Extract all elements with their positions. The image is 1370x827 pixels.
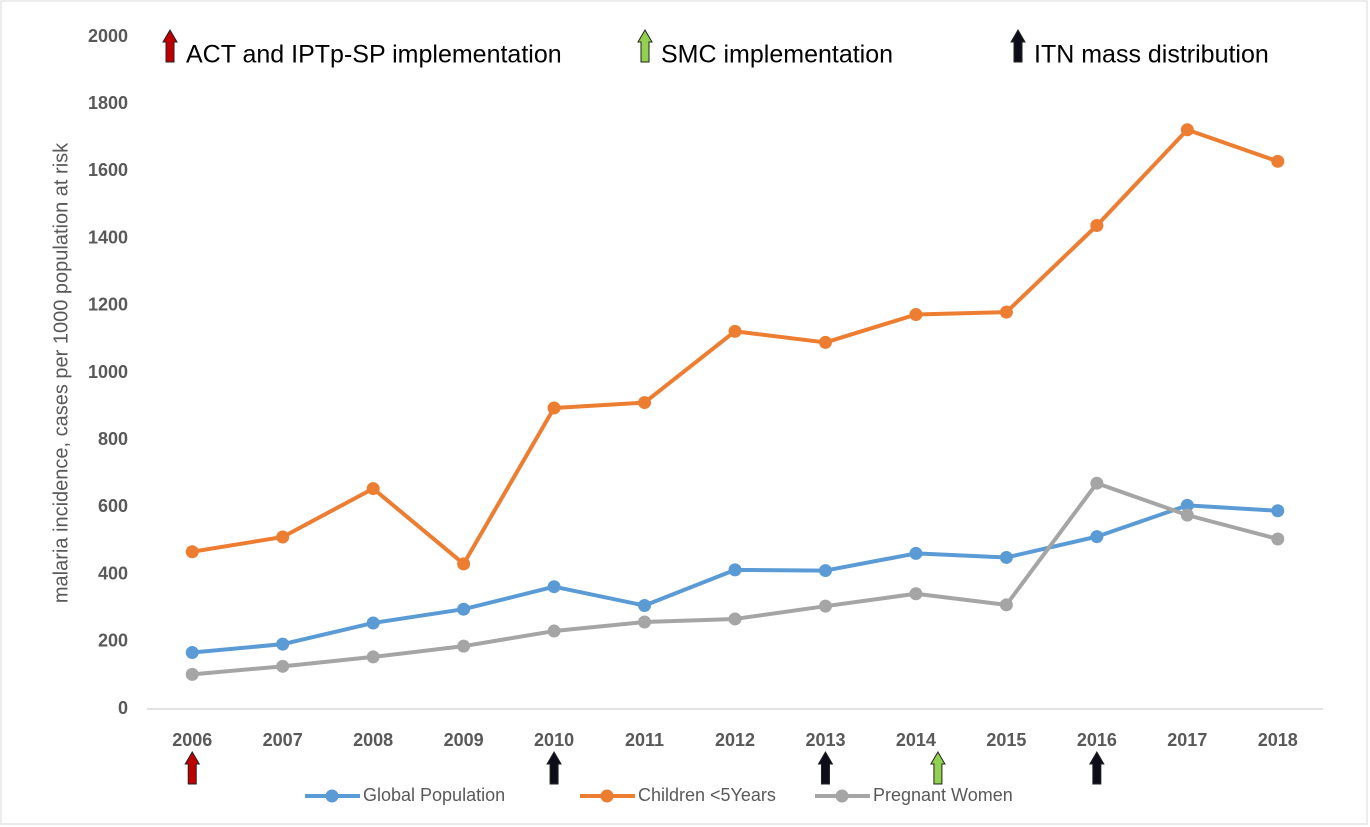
data-point: [276, 637, 290, 651]
data-point: [818, 335, 832, 349]
y-tick-label: 600: [98, 496, 128, 516]
intervention-arrow: [817, 751, 834, 785]
data-point: [1090, 218, 1104, 232]
data-point: [1271, 154, 1285, 168]
data-point: [1090, 530, 1104, 544]
y-axis-label: malaria incidence, cases per 1000 popula…: [50, 142, 72, 603]
data-point: [909, 546, 923, 560]
intervention-arrow: [1088, 751, 1105, 785]
y-tick-label: 200: [98, 631, 128, 651]
x-tick-label: 2010: [534, 730, 574, 750]
data-point: [638, 599, 652, 613]
y-tick-label: 1400: [88, 227, 128, 247]
x-tick-label: 2012: [715, 730, 755, 750]
intervention-arrow: [930, 751, 946, 785]
data-point: [1271, 532, 1285, 546]
data-point: [547, 624, 561, 638]
data-point: [457, 557, 471, 571]
data-point: [185, 545, 199, 559]
legend-label: Children <5Years: [638, 785, 776, 805]
data-point: [638, 615, 652, 629]
x-tick-label: 2015: [986, 730, 1026, 750]
data-point: [999, 598, 1013, 612]
x-tick-label: 2013: [805, 730, 845, 750]
y-tick-label: 1600: [88, 160, 128, 180]
x-tick-label: 2006: [172, 730, 212, 750]
y-tick-label: 1200: [88, 295, 128, 315]
y-tick-label: 0: [118, 698, 128, 718]
annotation-text: ACT and IPTp-SP implementation: [186, 41, 562, 69]
data-point: [366, 482, 380, 496]
legend-marker: [600, 789, 614, 803]
data-point: [999, 305, 1013, 319]
x-tick-label: 2008: [353, 730, 393, 750]
x-tick-label: 2017: [1167, 730, 1207, 750]
intervention-arrow: [546, 751, 562, 785]
data-point: [185, 646, 199, 660]
x-tick-label: 2009: [444, 730, 484, 750]
x-tick-label: 2018: [1258, 730, 1298, 750]
intervention-arrow: [162, 29, 178, 63]
data-point: [366, 650, 380, 664]
data-point: [728, 563, 742, 577]
data-point: [818, 564, 832, 578]
data-point: [457, 639, 471, 653]
data-point: [1090, 476, 1104, 490]
x-tick-label: 2014: [896, 730, 936, 750]
data-point: [276, 530, 290, 544]
data-point: [728, 324, 742, 338]
y-tick-label: 2000: [88, 26, 128, 46]
intervention-arrow: [184, 751, 201, 785]
annotation-text: SMC implementation: [661, 41, 893, 69]
x-tick-label: 2016: [1077, 730, 1117, 750]
y-tick-label: 800: [98, 429, 128, 449]
data-point: [457, 602, 471, 616]
data-point: [909, 308, 923, 322]
intervention-arrow: [637, 29, 653, 63]
data-point: [638, 396, 652, 410]
x-tick-label: 2007: [263, 730, 303, 750]
y-tick-label: 1000: [88, 362, 128, 382]
x-tick-label: 2011: [625, 730, 664, 750]
data-point: [185, 667, 199, 681]
data-point: [818, 599, 832, 613]
data-point: [1180, 123, 1194, 137]
data-point: [999, 550, 1013, 564]
data-point: [728, 612, 742, 626]
data-point: [276, 659, 290, 673]
data-point: [909, 587, 923, 601]
data-point: [547, 401, 561, 415]
legend-marker: [835, 789, 849, 803]
data-point: [366, 616, 380, 630]
y-tick-label: 1800: [88, 93, 128, 113]
legend-label: Pregnant Women: [873, 785, 1013, 805]
annotation-text: ITN mass distribution: [1034, 41, 1269, 69]
intervention-arrow: [1010, 29, 1026, 63]
data-point: [1271, 504, 1285, 518]
legend-marker: [325, 789, 339, 803]
data-point: [547, 580, 561, 594]
data-point: [1180, 498, 1194, 512]
data-point: [1180, 508, 1194, 522]
legend-label: Global Population: [363, 785, 505, 805]
y-tick-label: 400: [98, 563, 128, 583]
